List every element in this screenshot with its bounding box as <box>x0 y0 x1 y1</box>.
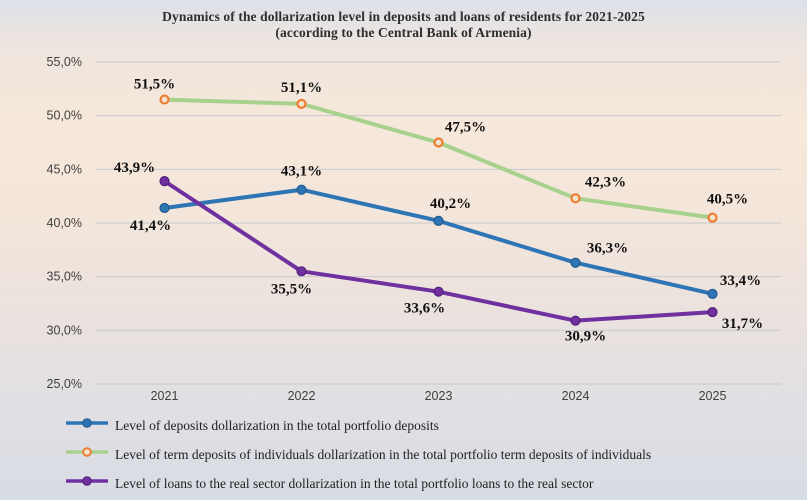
data-point-marker <box>707 212 718 223</box>
data-point-label: 43,9% <box>114 160 155 176</box>
data-point-label: 47,5% <box>445 120 486 136</box>
x-axis-tick-label: 2025 <box>699 389 727 403</box>
chart-title-line1: Dynamics of the dollarization level in d… <box>162 9 645 24</box>
x-axis-tick-label: 2024 <box>562 389 590 403</box>
chart-title: Dynamics of the dollarization level in d… <box>0 9 807 41</box>
data-point-label: 42,3% <box>585 174 626 190</box>
data-point-label: 35,5% <box>271 281 312 297</box>
x-axis-tick-label: 2023 <box>425 389 453 403</box>
data-point-label: 36,3% <box>587 241 628 257</box>
data-point-label: 51,5% <box>134 77 175 93</box>
data-point-marker <box>296 98 307 109</box>
y-axis-tick-label: 40,0% <box>47 216 82 230</box>
data-point-label: 40,2% <box>430 196 471 212</box>
data-point-marker <box>570 315 581 326</box>
legend-label-loans: Level of loans to the real sector dollar… <box>115 475 594 491</box>
y-axis-tick-label: 50,0% <box>47 109 82 123</box>
data-point-label: 43,1% <box>281 164 322 180</box>
legend-swatch-deposits-icon <box>65 416 109 435</box>
legend-label-term-deposits: Level of term deposits of individuals do… <box>115 446 652 462</box>
legend-item-term-deposits: Level of term deposits of individuals do… <box>65 440 652 469</box>
data-point-label: 30,9% <box>565 329 606 345</box>
y-axis-tick-label: 45,0% <box>47 162 82 176</box>
legend-swatch-term-deposits-icon <box>65 445 109 464</box>
data-point-marker <box>159 94 170 105</box>
data-point-marker <box>296 266 307 277</box>
data-point-label: 41,4% <box>130 218 171 234</box>
data-point-label: 33,6% <box>404 301 445 317</box>
data-point-marker <box>707 306 718 318</box>
legend-item-loans: Level of loans to the real sector dollar… <box>65 469 651 498</box>
data-point-marker <box>570 193 581 204</box>
data-point-label: 33,4% <box>720 273 761 289</box>
data-point-label: 31,7% <box>722 316 763 332</box>
y-axis-tick-label: 35,0% <box>47 270 82 284</box>
data-point-marker <box>433 137 444 148</box>
data-point-marker <box>570 257 581 268</box>
y-axis-tick-label: 25,0% <box>47 377 82 391</box>
data-point-marker <box>433 215 444 226</box>
legend-item-deposits: Level of deposits dollarization in the t… <box>65 411 651 440</box>
data-point-label: 40,5% <box>707 192 748 208</box>
data-point-marker <box>707 288 718 299</box>
y-axis-tick-label: 55,0% <box>47 55 82 69</box>
data-point-marker <box>296 184 307 195</box>
legend-swatch-loans-icon <box>65 474 109 493</box>
y-axis-tick-label: 30,0% <box>47 323 82 337</box>
data-point-label: 51,1% <box>281 80 322 96</box>
chart-title-line2: (according to the Central Bank of Armeni… <box>275 25 532 40</box>
data-point-marker <box>159 176 170 187</box>
legend-label-deposits: Level of deposits dollarization in the t… <box>115 417 439 433</box>
data-point-marker <box>159 202 170 214</box>
data-point-marker <box>433 286 444 297</box>
x-axis-tick-label: 2022 <box>288 389 316 403</box>
x-axis-tick-label: 2021 <box>151 389 179 403</box>
chart-legend: Level of deposits dollarization in the t… <box>65 411 652 498</box>
